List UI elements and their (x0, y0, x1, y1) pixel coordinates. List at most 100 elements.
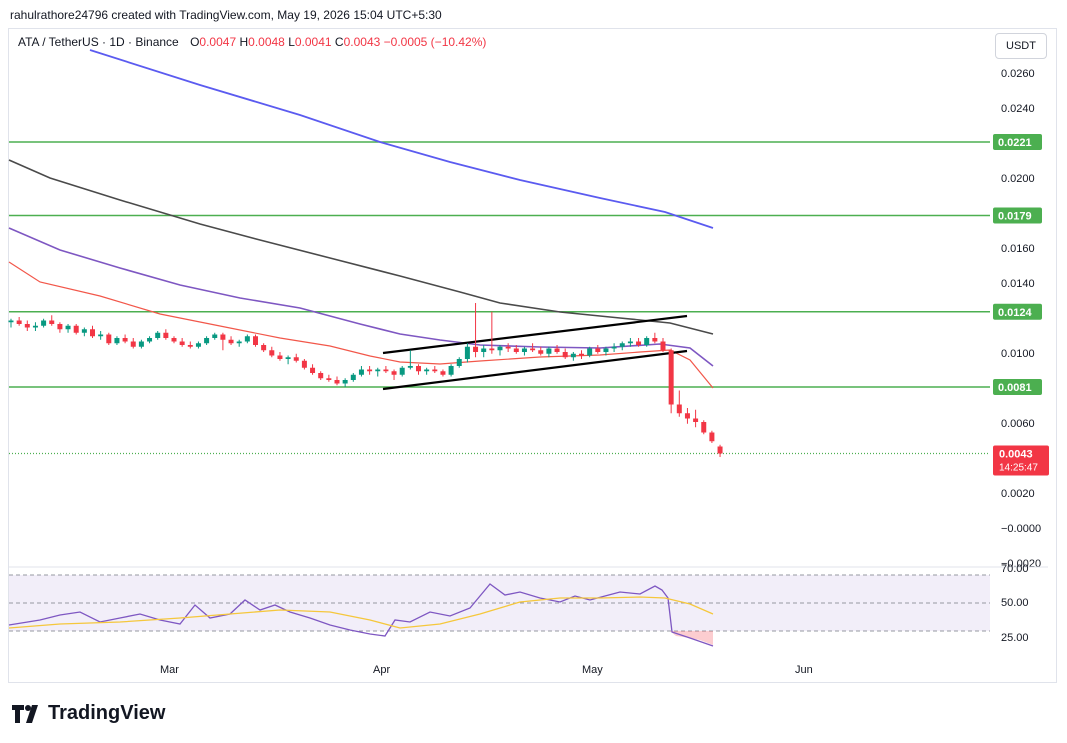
candle-body (301, 360, 307, 368)
candle-body (41, 320, 47, 326)
candle-body (155, 332, 161, 338)
candle-body (636, 341, 642, 345)
level-price-badge (993, 379, 1042, 395)
open-label: O (190, 35, 200, 49)
candle-body (464, 346, 470, 359)
candle-body (90, 329, 95, 337)
symbol-label[interactable]: ATA / TetherUS · 1D · Binance (18, 35, 179, 49)
candle-body (367, 369, 373, 372)
brand-name: TradingView (48, 702, 166, 724)
x-tick-label: Mar (160, 664, 179, 676)
candle-body (32, 325, 38, 328)
candle-body (383, 369, 389, 372)
candle-body (619, 343, 625, 347)
rsi-ma-line (8, 596, 714, 629)
candle-body (220, 334, 226, 340)
candle-body (538, 350, 544, 354)
tradingview-logo[interactable]: TradingView (12, 702, 165, 725)
candle-body (684, 413, 690, 419)
candle-body (261, 345, 267, 351)
candle-body (481, 348, 487, 352)
channel-upper-line (382, 314, 688, 355)
candle-body (114, 338, 120, 344)
candle-body (57, 324, 63, 330)
y-tick-label: 0.0100 (1001, 348, 1035, 360)
candle-body (505, 346, 511, 349)
candle-body (204, 338, 210, 344)
candle-body (562, 352, 568, 358)
candle-body (195, 343, 201, 347)
y-tick-label: 0.0160 (1001, 243, 1035, 255)
y-tick-label: 0.0200 (1001, 173, 1035, 185)
open-value: 0.0047 (199, 35, 237, 49)
x-tick-label: Jun (795, 664, 813, 676)
candle-body (497, 346, 503, 351)
candle-body (179, 341, 185, 345)
channel-lower-line (382, 349, 688, 391)
candle-body (375, 369, 381, 372)
candle-body (49, 320, 55, 324)
candle-body (554, 348, 560, 352)
y-tick-label: 0.0260 (1001, 68, 1035, 80)
candle-body (147, 338, 153, 342)
candle-body (16, 320, 22, 324)
high-value: 0.0048 (248, 35, 285, 49)
candle-body (253, 336, 258, 345)
level-price-label: 0.0221 (998, 137, 1032, 149)
candle-body (391, 371, 397, 375)
candle-body (676, 404, 682, 414)
y-tick-label: 0.0060 (1001, 418, 1035, 430)
candle-body (8, 320, 14, 323)
candle-body (530, 348, 536, 351)
countdown-label: 14:25:47 (999, 463, 1038, 474)
y-tick-label: 0.0140 (1001, 278, 1035, 290)
candle-body (627, 341, 633, 344)
candle-body (98, 334, 104, 337)
level-price-label: 0.0081 (998, 382, 1032, 394)
candle-body (611, 346, 617, 349)
candle-body (701, 422, 707, 433)
chart-attribution: rahulrathore24796 created with TradingVi… (10, 8, 442, 22)
ma-line-blue (89, 49, 714, 229)
candle-body (285, 357, 291, 359)
candle-body (122, 338, 128, 342)
candle-body (350, 374, 356, 380)
candle-body (693, 418, 699, 422)
candle-body (456, 359, 462, 366)
currency-selector[interactable]: USDT (995, 33, 1047, 59)
candle-body (440, 371, 446, 375)
change-value: −0.0005 (−10.42%) (383, 35, 487, 49)
rsi-tick-label: 25.00 (1001, 632, 1029, 644)
level-price-badge (993, 207, 1042, 224)
low-label: L (288, 35, 295, 49)
ma-line-red (8, 261, 714, 389)
candle-body (187, 345, 193, 347)
candle-body (138, 341, 144, 347)
candle-body (513, 348, 519, 352)
candle-body (342, 380, 348, 384)
level-price-label: 0.0124 (998, 307, 1033, 319)
level-price-badge (993, 134, 1042, 150)
candle-body (358, 369, 364, 375)
level-price-badge (993, 303, 1042, 320)
candle-body (587, 348, 593, 356)
chart-frame (8, 28, 1057, 683)
candle-body (489, 348, 495, 351)
candle-body (130, 341, 136, 347)
candle-body (65, 325, 71, 330)
candle-body (318, 373, 324, 379)
candle-body (171, 338, 177, 342)
y-tick-label: 0.0020 (1001, 488, 1035, 500)
candle-body (570, 353, 576, 358)
candle-body (407, 366, 413, 368)
candle-body (326, 378, 332, 380)
candle-body (277, 355, 283, 359)
candle-body (212, 334, 218, 338)
candle-body (81, 329, 87, 333)
x-tick-label: May (582, 664, 603, 676)
candle-body (448, 366, 454, 375)
ma-line-purple (8, 227, 714, 367)
tradingview-logo-icon (12, 704, 38, 723)
candle-body (163, 332, 169, 338)
